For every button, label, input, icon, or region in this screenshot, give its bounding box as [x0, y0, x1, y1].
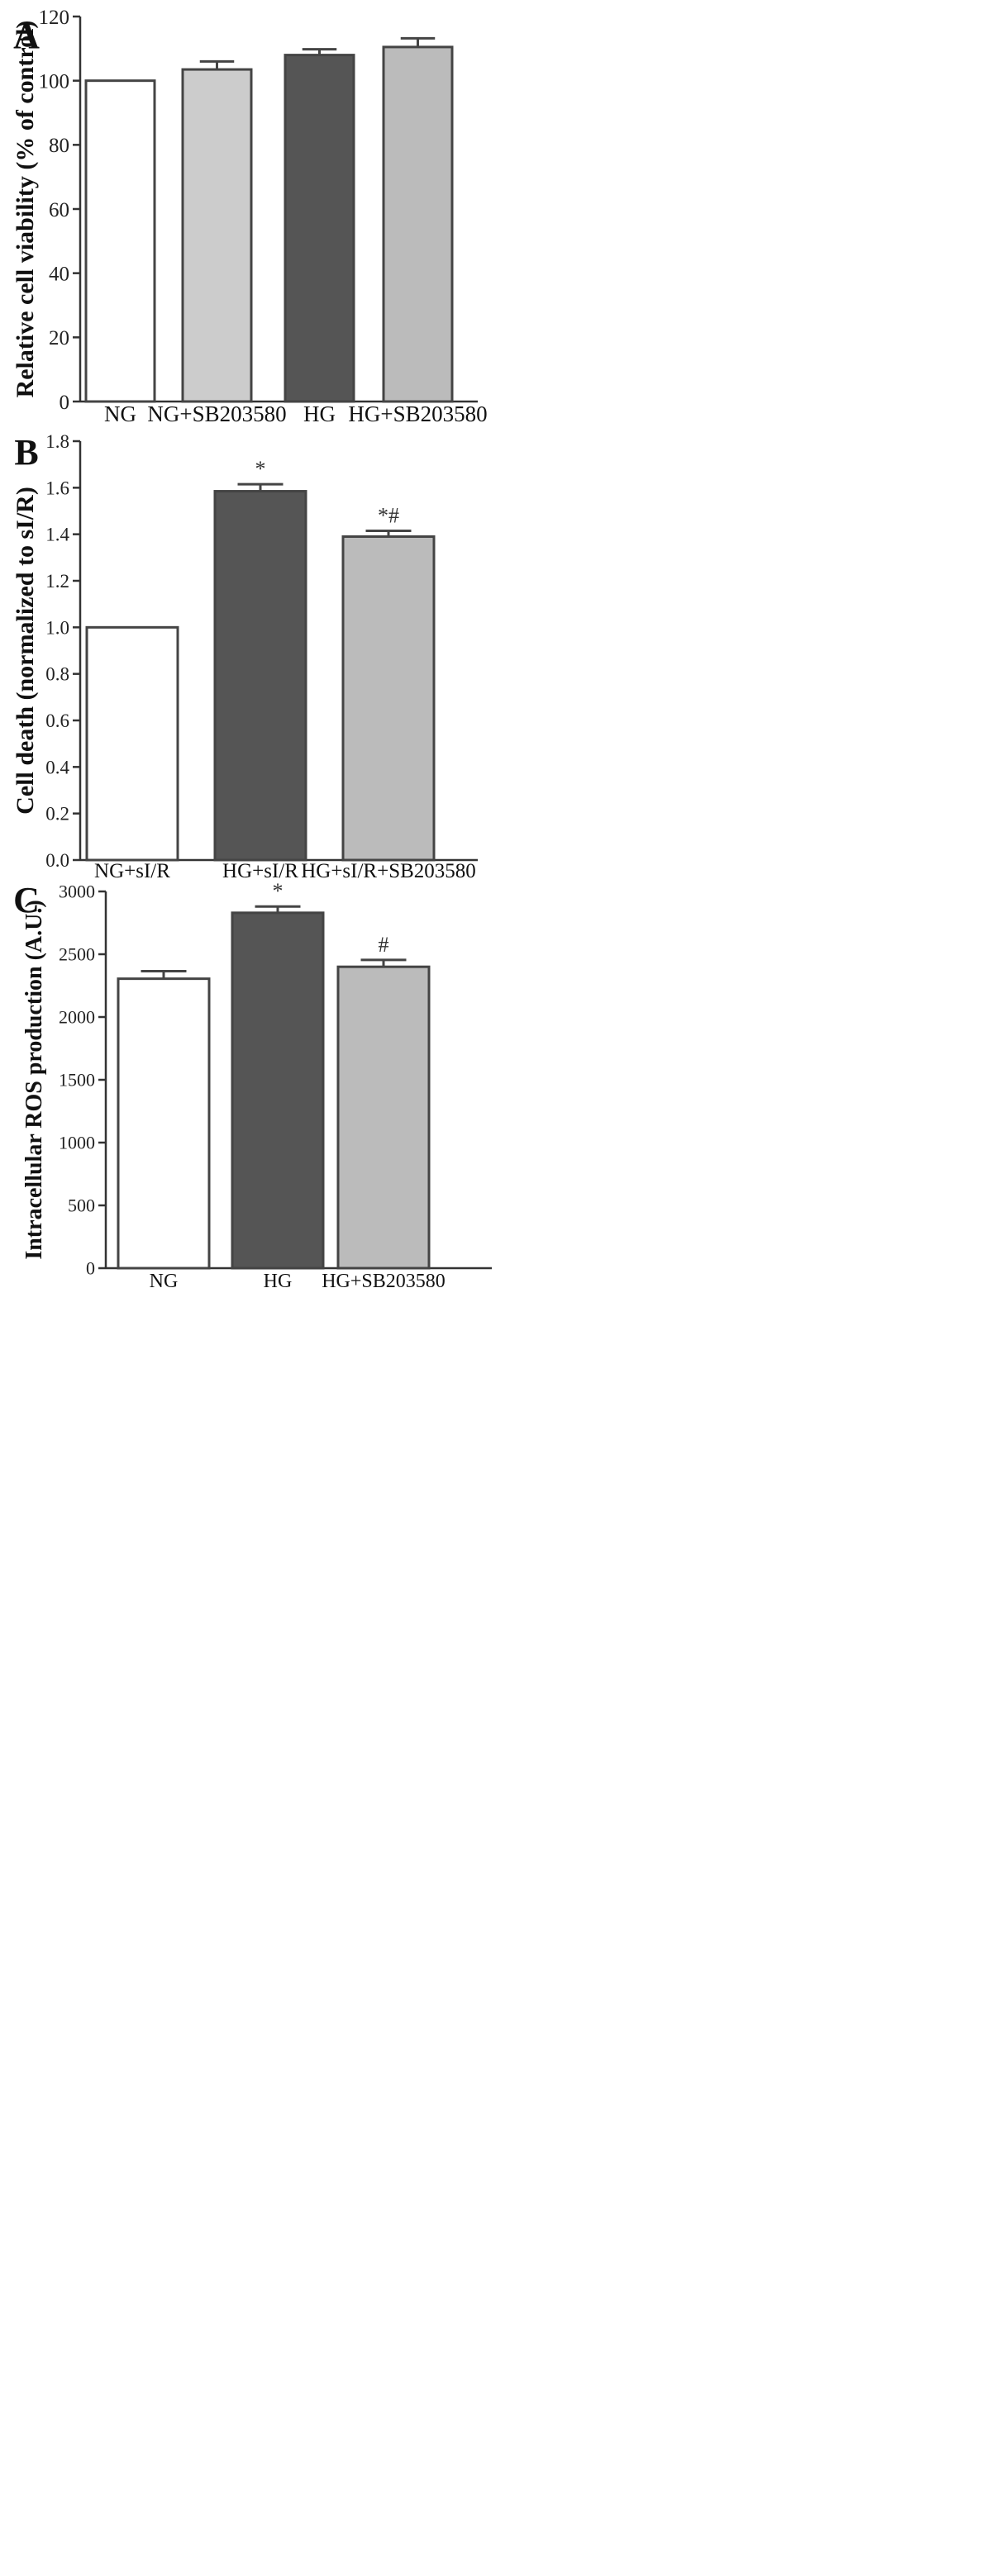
x-tick-label: HG: [303, 402, 336, 426]
y-tick-label: 1.0: [45, 617, 69, 638]
y-axis-title: Cell death (normalized to sI/R): [12, 487, 39, 815]
y-tick-label: 1500: [59, 1070, 95, 1091]
x-tick-label: HG+SB203580: [348, 402, 487, 426]
significance-mark: #: [379, 933, 389, 957]
bar: [382, 45, 454, 403]
y-tick-label: 0: [86, 1258, 95, 1279]
y-axis-title: Intracellular ROS production (A.U.): [21, 900, 47, 1259]
y-tick-label: 2000: [59, 1007, 95, 1028]
x-tick-label: HG+SB203580: [322, 1271, 446, 1292]
panel-label: A: [13, 16, 40, 56]
y-tick-label: 80: [49, 135, 69, 157]
bar: [84, 79, 156, 403]
x-tick-label: NG+sI/R: [94, 860, 170, 882]
y-tick-label: 120: [39, 7, 70, 29]
bar: [85, 625, 179, 862]
y-tick-label: 60: [49, 199, 69, 221]
y-tick-label: 0.2: [45, 804, 69, 825]
x-tick-label: HG+sI/R+SB203580: [301, 860, 476, 882]
y-tick-label: 1.8: [45, 431, 69, 452]
y-tick-label: 0.6: [45, 711, 69, 731]
y-tick-label: 0: [60, 392, 70, 414]
y-tick-label: 1.6: [45, 478, 69, 498]
y-axis-title: Relative cell viability (% of control): [12, 21, 39, 398]
y-tick-label: 1000: [59, 1133, 95, 1153]
y-tick-label: 1.2: [45, 571, 69, 592]
y-tick-label: 0.0: [45, 850, 69, 871]
x-tick-label: HG: [264, 1271, 293, 1292]
bar: [284, 54, 355, 403]
y-tick-label: 40: [49, 263, 69, 285]
panel-label: B: [14, 432, 38, 473]
y-tick-label: 100: [39, 70, 70, 93]
y-tick-label: 500: [68, 1195, 95, 1216]
y-tick-label: 20: [49, 327, 69, 349]
bar: [231, 911, 325, 1270]
bar: [336, 965, 431, 1270]
y-tick-label: 3000: [59, 882, 95, 902]
bar: [213, 490, 307, 862]
y-tick-label: 0.8: [45, 664, 69, 685]
x-tick-label: NG: [104, 402, 136, 426]
significance-mark: *: [273, 879, 284, 903]
panel-label: C: [13, 880, 40, 920]
bar: [181, 68, 253, 403]
significance-mark: *#: [378, 503, 399, 527]
bar: [341, 535, 436, 862]
bar: [117, 977, 211, 1270]
y-tick-label: 1.4: [45, 525, 69, 545]
x-tick-label: NG+SB203580: [147, 402, 286, 426]
significance-mark: *: [255, 457, 266, 481]
y-tick-label: 2500: [59, 944, 95, 965]
x-tick-label: HG+sI/R: [222, 860, 298, 882]
chart-panel-b: B 0.0 0.2 0.4 0.6 0.8 1.0 1.2 1.4 1.6 1.8 Cell deat…: [12, 431, 478, 882]
x-tick-label: NG: [150, 1271, 179, 1292]
y-tick-label: 0.4: [45, 757, 69, 777]
chart-panel-c: C 0 500 1000 1500 2000 2500 3000 Intracellular R…: [13, 879, 492, 1292]
